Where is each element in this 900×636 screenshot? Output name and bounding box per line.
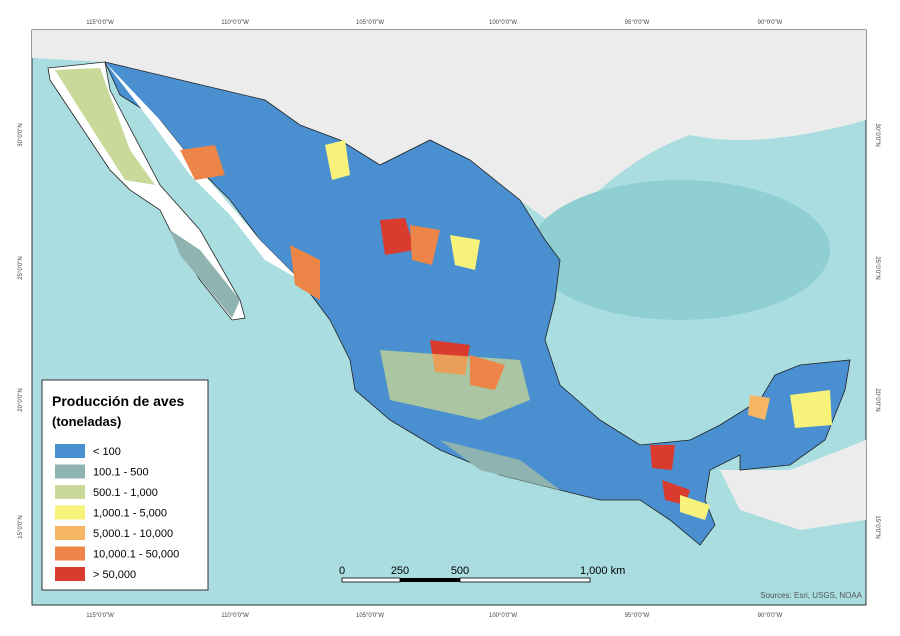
- legend-swatch: [55, 444, 85, 458]
- latitude-label: 25°0'0"N: [18, 256, 24, 279]
- latitude-label: 15°0'0"N: [18, 515, 24, 538]
- legend-label: 5,000.1 - 10,000: [93, 528, 173, 540]
- latitude-label: 15°0'0"N: [874, 515, 880, 538]
- longitude-label: 95°0'0"W: [625, 20, 650, 26]
- longitude-label: 90°0'0"W: [758, 20, 783, 26]
- region-patch: [290, 245, 320, 300]
- latitude-label: 30°0'0"N: [18, 123, 24, 146]
- longitude-label: 100°0'0"W: [489, 20, 517, 26]
- longitude-label: 115°0'0"W: [86, 613, 114, 619]
- region-patch: [450, 235, 480, 270]
- scale-segment: [400, 578, 460, 582]
- legend-swatch: [55, 464, 85, 479]
- legend-swatch: [55, 546, 85, 561]
- longitude-label: 105°0'0"W: [356, 20, 384, 26]
- scale-bar: [341, 577, 591, 583]
- legend-swatch: [55, 526, 85, 540]
- longitude-label: 90°0'0"W: [758, 613, 783, 619]
- region-patch: [680, 495, 710, 520]
- legend-label: 10,000.1 - 50,000: [93, 549, 179, 561]
- scale-label: 250: [391, 565, 409, 577]
- scale-label: 1,000 km: [580, 565, 625, 577]
- longitude-label: 115°0'0"W: [86, 20, 114, 26]
- region-patch: [470, 355, 505, 390]
- scale-segment: [459, 577, 591, 583]
- latitude-label: 20°0'0"N: [18, 388, 24, 411]
- longitude-label: 95°0'0"W: [625, 613, 650, 619]
- legend-label: > 50,000: [93, 569, 136, 581]
- latitude-label: 30°0'0"N: [874, 123, 880, 146]
- region-patch: [380, 218, 415, 255]
- usa-land: [32, 30, 866, 230]
- region-patch: [790, 390, 832, 428]
- scale-segment: [341, 577, 401, 583]
- legend-subtitle: (toneladas): [52, 414, 121, 429]
- region-patch: [180, 145, 225, 180]
- longitude-label: 110°0'0"W: [221, 20, 249, 26]
- region-patch: [650, 445, 675, 470]
- region-patch: [170, 230, 240, 318]
- longitude-label: 100°0'0"W: [489, 613, 517, 619]
- region-patch: [748, 395, 770, 420]
- legend-label: 100.1 - 500: [93, 467, 149, 479]
- scale-label: 0: [339, 565, 345, 577]
- region-patch: [105, 62, 300, 280]
- legend-swatch: [55, 485, 85, 499]
- longitude-label: 105°0'0"W: [356, 613, 384, 619]
- latitude-label: 25°0'0"N: [874, 256, 880, 279]
- legend-swatch: [55, 505, 85, 520]
- legend-label: 1,000.1 - 5,000: [93, 508, 167, 520]
- credits: Sources: Esri, USGS, NOAA: [760, 591, 862, 600]
- region-patch: [55, 68, 155, 185]
- region-patch: [440, 440, 560, 490]
- latitude-label: 20°0'0"N: [874, 388, 880, 411]
- legend-swatch: [55, 567, 85, 581]
- longitude-label: 110°0'0"W: [221, 613, 249, 619]
- legend-title: Producción de aves: [52, 393, 184, 409]
- scale-label: 500: [451, 565, 469, 577]
- region-patch: [410, 225, 440, 265]
- gulf-deep: [530, 180, 830, 320]
- mexico-mainland: [104, 61, 851, 546]
- region-patch: [325, 140, 350, 180]
- legend-label: 500.1 - 1,000: [93, 487, 158, 499]
- central-america-land: [720, 440, 866, 530]
- legend-label: < 100: [93, 446, 121, 458]
